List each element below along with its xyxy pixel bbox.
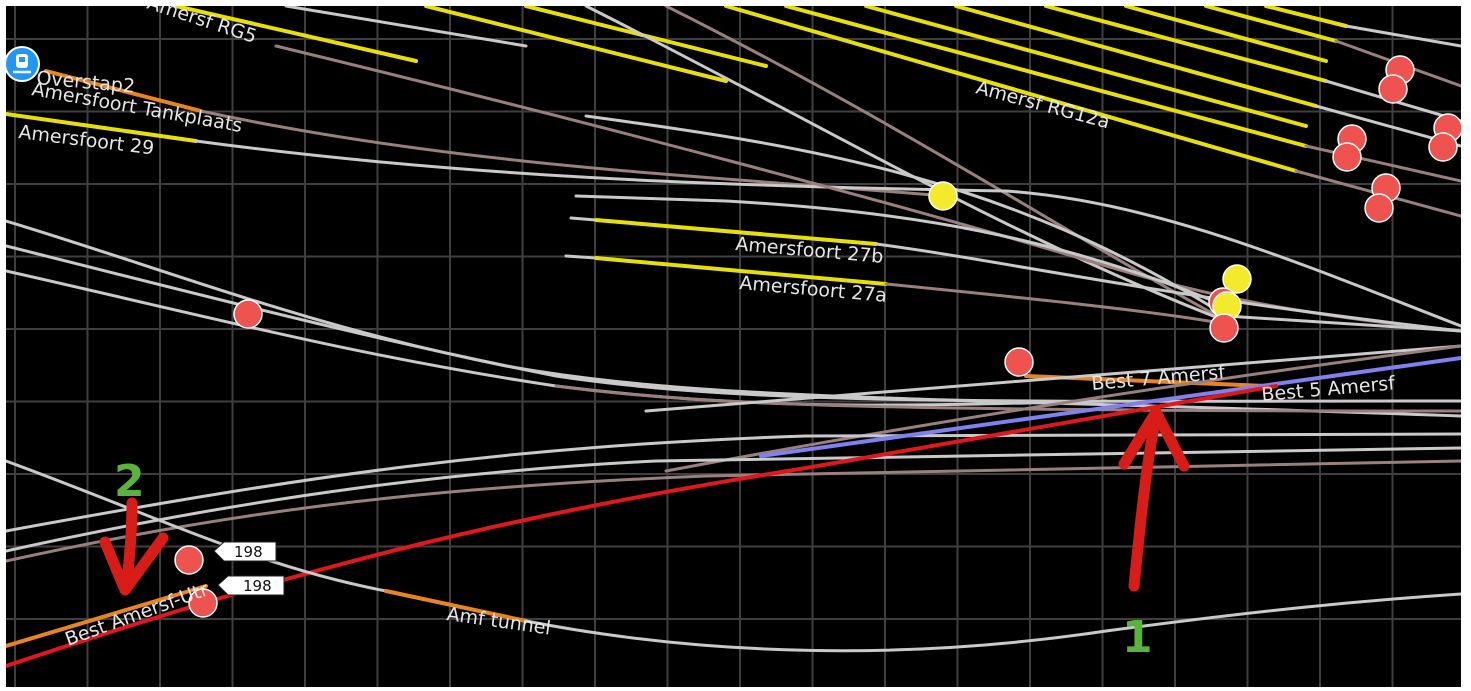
track-segment[interactable]	[569, 216, 598, 222]
track-segment[interactable]	[594, 218, 878, 246]
track-segment[interactable]	[1344, 24, 1461, 48]
train-badge[interactable]: 198	[213, 541, 277, 562]
track-segment[interactable]	[6, 244, 1461, 403]
track-segment[interactable]	[584, 6, 1228, 323]
track-segment[interactable]	[864, 6, 1308, 128]
track-segment[interactable]	[174, 6, 418, 63]
track-segment[interactable]	[954, 6, 1318, 108]
track-segment[interactable]	[1304, 144, 1461, 183]
track-segment[interactable]	[884, 282, 1228, 326]
signal-red[interactable]	[188, 588, 218, 618]
signal-red[interactable]	[1209, 313, 1239, 343]
track-segment[interactable]	[424, 6, 728, 83]
signal-layer	[174, 55, 1461, 618]
track-segment[interactable]	[784, 6, 1308, 148]
route-segment[interactable]	[759, 356, 1461, 458]
track-layer	[6, 6, 1461, 668]
track-segment[interactable]	[1264, 6, 1348, 28]
track-segment[interactable]	[874, 242, 1461, 333]
track-segment[interactable]	[384, 589, 528, 623]
signal-red[interactable]	[1364, 193, 1394, 223]
track-segment[interactable]	[724, 6, 1298, 173]
track-segment[interactable]	[664, 344, 1461, 473]
rail-schematic-map: Amersf RG5 Overstap2 Amersfoort Tankplaa…	[6, 6, 1461, 687]
track-segment[interactable]	[584, 114, 1461, 333]
annotation-number-2: 2	[114, 456, 145, 507]
track-segment[interactable]	[564, 254, 598, 260]
track-segment[interactable]	[6, 219, 1461, 418]
annotation-arrow-up	[1118, 406, 1190, 592]
track-segment[interactable]	[524, 592, 1461, 653]
track-segment[interactable]	[554, 384, 1461, 413]
train-station-icon[interactable]	[6, 46, 40, 82]
track-segment[interactable]	[1204, 6, 1338, 43]
signal-red[interactable]	[1332, 142, 1362, 172]
signal-red[interactable]	[174, 545, 204, 575]
signal-red[interactable]	[1428, 132, 1458, 162]
signal-yellow[interactable]	[928, 181, 958, 211]
signal-red[interactable]	[1004, 347, 1034, 377]
track-segment[interactable]	[594, 256, 888, 286]
track-segment[interactable]	[644, 344, 1461, 413]
route-segment[interactable]	[6, 584, 208, 648]
track-segment[interactable]	[194, 139, 1461, 328]
annotation-number-1: 1	[1122, 612, 1153, 663]
route-segment[interactable]	[6, 384, 1278, 668]
train-badge-number: 198	[234, 543, 263, 561]
signal-yellow[interactable]	[1222, 264, 1252, 294]
train-badge[interactable]: 198	[217, 575, 285, 596]
track-segment[interactable]	[6, 446, 1461, 553]
annotation-arrow-down	[99, 497, 169, 596]
track-segment[interactable]	[574, 194, 1228, 308]
track-segment[interactable]	[44, 69, 203, 113]
track-segment[interactable]	[664, 6, 1238, 328]
track-segment[interactable]	[6, 112, 198, 143]
track-segment[interactable]	[6, 459, 1461, 563]
track-segment[interactable]	[6, 459, 388, 593]
track-segment[interactable]	[1044, 6, 1328, 83]
train-badge-number: 198	[243, 577, 272, 595]
signal-red[interactable]	[233, 299, 263, 329]
track-segment[interactable]	[1124, 6, 1328, 63]
track-segment[interactable]	[284, 6, 528, 48]
signal-red[interactable]	[1378, 74, 1408, 104]
